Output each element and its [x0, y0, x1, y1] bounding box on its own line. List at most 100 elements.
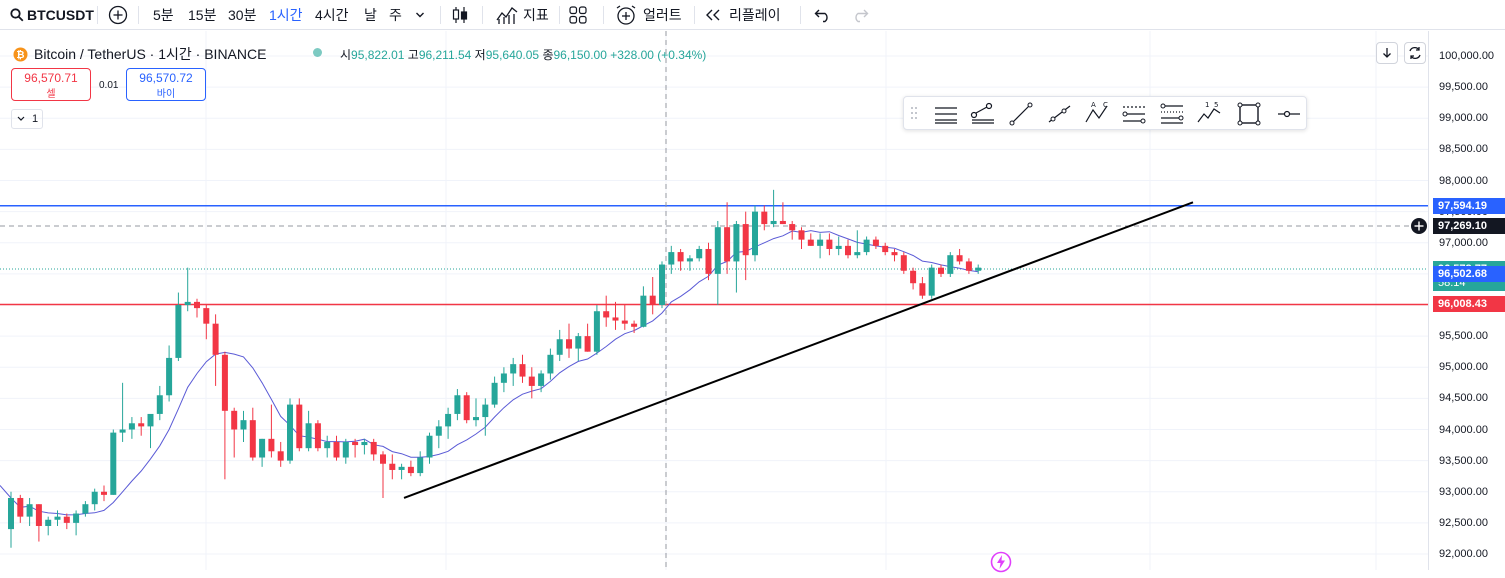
quantity-value: 1	[32, 113, 39, 125]
price-tick-label: 98,000.00	[1439, 174, 1488, 187]
candle-body	[417, 457, 424, 474]
scroll-to-realtime-button[interactable]	[1376, 42, 1398, 64]
candle-body	[882, 245, 889, 253]
candle	[938, 264, 944, 277]
candle-body	[510, 364, 517, 374]
horizontal-line-tool-icon[interactable]	[932, 100, 960, 128]
bitcoin-logo-icon: ₿	[13, 47, 28, 62]
candle	[8, 491, 14, 548]
candle-body	[119, 429, 126, 433]
interval-week[interactable]: 주	[389, 7, 402, 23]
chart-pane[interactable]	[0, 31, 1428, 570]
candle	[333, 435, 340, 461]
chevron-down-icon[interactable]	[415, 10, 425, 20]
candle-body	[473, 417, 479, 421]
quantity-stepper[interactable]: 1	[11, 109, 43, 129]
candle	[305, 410, 312, 452]
candle	[659, 261, 665, 309]
candle	[724, 202, 731, 274]
candle	[380, 451, 386, 498]
replay-button[interactable]: 리플레이	[729, 7, 781, 23]
candle	[491, 376, 498, 408]
candle	[566, 323, 572, 358]
candle-body	[556, 339, 563, 355]
trend-line[interactable]	[403, 201, 1194, 499]
price-tick-label: 94,500.00	[1439, 392, 1488, 405]
interval-15m[interactable]: 15분	[188, 7, 217, 23]
candle	[212, 314, 219, 386]
parallel-channel-tool-icon[interactable]	[1120, 100, 1148, 128]
divider	[97, 6, 98, 24]
candle-body	[519, 364, 526, 377]
candle-body	[724, 227, 731, 262]
layout-grid-icon[interactable]	[569, 6, 587, 24]
candle-body	[249, 420, 256, 458]
price-tick-label: 99,000.00	[1439, 112, 1488, 125]
candle-body	[900, 255, 907, 271]
add-alert-plus-icon[interactable]	[1410, 217, 1428, 235]
candle	[742, 211, 749, 281]
candle	[110, 429, 117, 495]
alarm-clock-icon[interactable]	[615, 4, 637, 26]
interval-30m[interactable]: 30분	[228, 7, 257, 23]
alert-button[interactable]: 얼러트	[643, 7, 682, 23]
candle-body	[528, 376, 535, 386]
candle-body	[212, 323, 219, 355]
arrow-down-icon	[1383, 48, 1391, 58]
symbol-title[interactable]: Bitcoin / TetherUS · 1시간 · BINANCE	[34, 46, 267, 62]
candle	[54, 510, 61, 526]
trend-line-tool-icon[interactable]	[1007, 100, 1035, 128]
rectangle-tool-icon[interactable]	[1235, 100, 1263, 128]
candle-body	[891, 252, 898, 256]
drag-handle-icon[interactable]	[910, 105, 918, 126]
ray-tool-icon[interactable]	[1045, 100, 1073, 128]
add-symbol-icon[interactable]	[108, 5, 128, 25]
candle-body	[910, 270, 917, 284]
search-icon[interactable]	[10, 8, 24, 22]
price-axis[interactable]: 100,000.00 99,500.00 99,000.00 98,500.00 98,…	[1428, 31, 1505, 570]
candle	[184, 267, 191, 312]
candle	[845, 239, 851, 259]
candle	[175, 292, 182, 362]
candle	[863, 236, 870, 256]
candle-body	[965, 261, 972, 271]
rewind-icon[interactable]	[705, 9, 721, 21]
candle-body	[584, 336, 591, 352]
symbol-search[interactable]: BTCUSDT	[27, 7, 94, 23]
candle	[686, 255, 693, 271]
candle	[435, 420, 442, 449]
reset-chart-button[interactable]	[1404, 42, 1426, 64]
candle	[817, 233, 824, 259]
interval-day[interactable]: 날	[364, 7, 377, 23]
undo-icon[interactable]	[814, 7, 832, 23]
candle-body	[54, 516, 61, 520]
candle-body	[101, 491, 107, 495]
candle	[240, 410, 247, 442]
buy-button[interactable]: 96,570.72 바이	[126, 68, 206, 101]
interval-5m[interactable]: 5분	[153, 7, 174, 23]
sell-button[interactable]: 96,570.71 셀	[11, 68, 91, 101]
candle-body	[342, 441, 349, 458]
fib-retracement-tool-icon[interactable]	[1158, 100, 1186, 128]
ohlc-values: 시95,822.01 고96,211.54 저95,640.05 종96,150…	[340, 46, 706, 63]
indicators-button[interactable]: 지표	[523, 7, 549, 23]
change-value: +328.00 (+0.34%)	[610, 48, 707, 62]
candle-body	[259, 438, 266, 458]
horizontal-ray-tool-icon[interactable]	[969, 100, 997, 128]
candle-body	[426, 435, 433, 458]
candle-body	[17, 497, 24, 517]
candle-body	[603, 311, 610, 318]
indicators-icon[interactable]	[496, 5, 518, 25]
interval-1h[interactable]: 1시간	[269, 7, 303, 23]
candle-body	[975, 267, 982, 271]
interval-4h[interactable]: 4시간	[315, 7, 349, 23]
candle-body	[175, 305, 182, 358]
candles-chart-type-icon[interactable]	[450, 5, 470, 25]
candle	[668, 245, 675, 274]
lightning-badge-icon[interactable]	[990, 551, 1012, 578]
redo-icon[interactable]	[851, 7, 869, 23]
candlestick-chart[interactable]	[0, 31, 1428, 570]
horizontal-marker-tool-icon[interactable]	[1275, 100, 1303, 128]
